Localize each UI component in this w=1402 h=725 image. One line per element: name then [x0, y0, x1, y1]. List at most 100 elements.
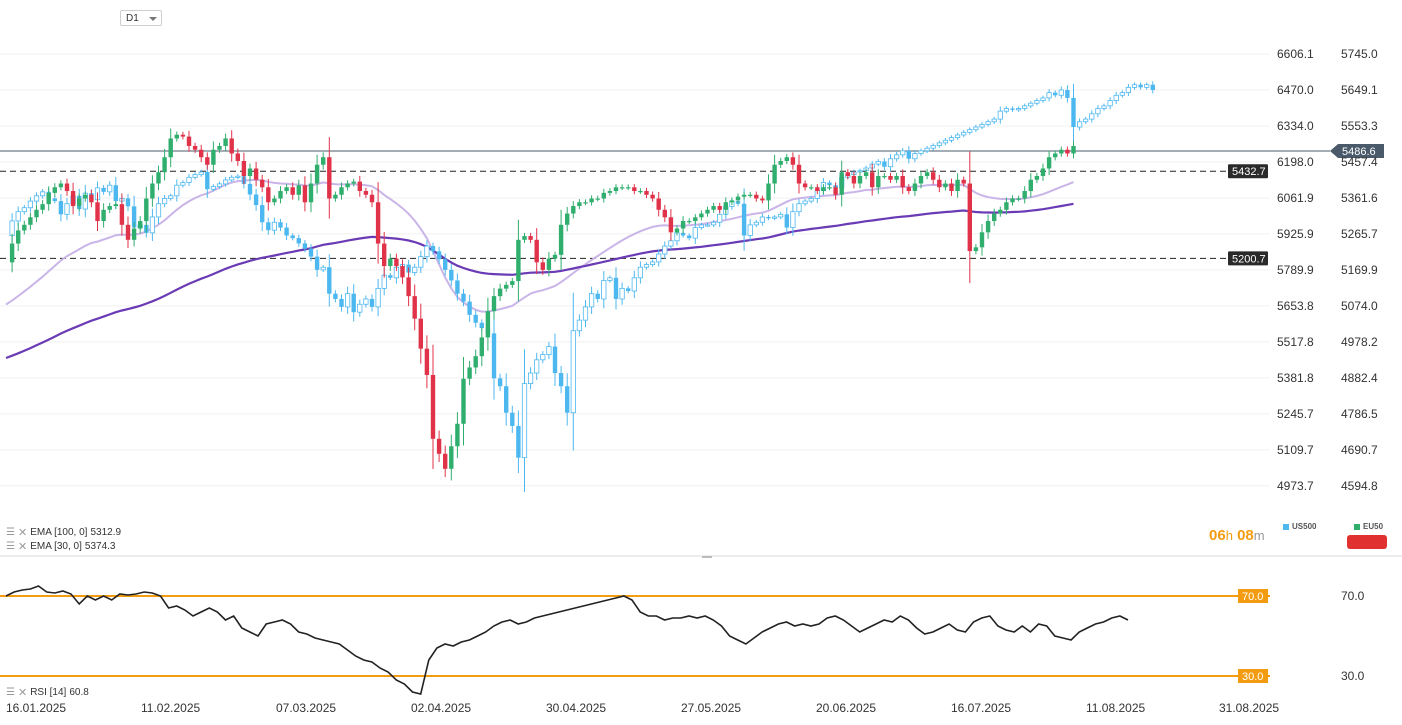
us500-candle-body	[991, 118, 997, 123]
rsi-line	[5, 585, 1129, 695]
eu50-candle	[644, 187, 649, 198]
us500-candle	[1022, 103, 1028, 111]
menu-icon[interactable]: ☰	[6, 541, 15, 552]
us500-candle-body	[1119, 92, 1125, 96]
x-axis-tick: 16.07.2025	[951, 701, 1011, 715]
rsi-upper-label-text: 70.0	[1242, 591, 1263, 603]
us500-candle	[607, 275, 613, 283]
us500-candle	[595, 290, 600, 303]
eu50-candle-body	[504, 284, 509, 289]
eu50-candle-body	[192, 145, 198, 150]
eu50-candle-body	[760, 198, 765, 201]
us500-candle	[997, 106, 1003, 124]
eu50-candle	[113, 201, 118, 209]
us500-candle-body	[1089, 113, 1095, 120]
eu50-candle	[784, 154, 789, 165]
eu50-candle-body	[729, 200, 735, 203]
close-icon[interactable]: ✕	[17, 527, 28, 539]
us500-candle-body	[589, 293, 595, 308]
eu50-candle-body	[449, 446, 454, 469]
us500-candle	[973, 124, 979, 132]
us500-candle	[582, 299, 589, 328]
eu50-candle	[839, 160, 844, 207]
eu50-candle	[796, 154, 802, 194]
eu50-candle	[534, 228, 539, 274]
eu50-candle-body	[650, 194, 655, 199]
eu50-candle-body	[857, 176, 863, 184]
eu50-candle	[253, 161, 259, 187]
eu50-candle-body	[924, 172, 930, 177]
us500-candle	[327, 254, 332, 307]
level-label-lower-bg	[1228, 251, 1268, 266]
eu50-candle-body	[357, 181, 362, 192]
pane-resize-handle[interactable]	[702, 556, 712, 558]
ema30-value: 5374.3	[84, 541, 116, 552]
us500-candle	[1016, 106, 1022, 112]
ema100-label: EMA [100, 0]	[30, 527, 88, 538]
sell-button[interactable]	[1347, 535, 1387, 549]
eu50-candle	[601, 188, 606, 203]
eu50-candle-body	[296, 185, 301, 195]
us500-axis-tick: 6470.0	[1277, 83, 1314, 97]
eu50-candle	[107, 202, 112, 213]
eu50-candle-body	[717, 206, 722, 210]
eu50-candle-body	[870, 172, 875, 188]
eu50-candle	[351, 178, 356, 187]
us500-candle	[339, 294, 344, 312]
us500-candle-body	[918, 150, 924, 154]
eu50-axis-tick: 5745.0	[1341, 47, 1378, 61]
eu50-candle-body	[973, 247, 979, 252]
eu50-candle-body	[534, 239, 539, 263]
timeframe-select[interactable]: D1	[120, 10, 162, 26]
us500-candle-body	[113, 185, 118, 202]
eu50-candle-body	[467, 367, 472, 379]
us500-candle-body	[802, 200, 808, 205]
eu50-candle-body	[162, 157, 167, 173]
menu-icon[interactable]: ☰	[6, 687, 15, 698]
level-label-upper-bg	[1228, 164, 1268, 179]
legend-eu50[interactable]: EU50	[1354, 522, 1383, 531]
us500-candle-body	[711, 221, 717, 226]
eu50-axis-tick: 4786.5	[1341, 407, 1378, 421]
eu50-candles	[9, 128, 1076, 481]
eu50-candle-body	[894, 176, 899, 180]
eu50-candle-body	[1028, 179, 1033, 192]
us500-candle-body	[1144, 84, 1150, 88]
us500-candle	[357, 299, 363, 317]
eu50-candle	[949, 178, 954, 196]
us500-candle	[747, 219, 753, 242]
eu50-candle	[900, 169, 905, 194]
us500-candle-body	[131, 206, 137, 228]
eu50-candle	[272, 195, 277, 206]
us500-candle	[64, 197, 70, 221]
legend-us500[interactable]: US500	[1283, 522, 1316, 531]
us500-candle-body	[619, 287, 625, 300]
menu-icon[interactable]: ☰	[6, 527, 15, 538]
us500-candle-body	[363, 298, 369, 305]
us500-candle-body	[278, 222, 283, 228]
eu50-candle-body	[156, 172, 161, 184]
close-icon[interactable]: ✕	[17, 541, 28, 553]
us500-candle-body	[741, 203, 747, 236]
us500-axis-tick: 6334.0	[1277, 119, 1314, 133]
eu50-candle	[1004, 197, 1009, 215]
eu50-candle-body	[1059, 149, 1064, 154]
eu50-candle	[876, 169, 881, 194]
us500-candle	[504, 373, 509, 426]
eu50-candle-body	[680, 221, 686, 229]
us500-candle-body	[64, 203, 70, 215]
eu50-candle-body	[961, 179, 966, 184]
eu50-candle	[131, 221, 137, 247]
us500-candle	[186, 173, 192, 187]
eu50-candle-body	[95, 202, 100, 222]
ema30-line	[5, 179, 1074, 313]
eu50-candle-body	[461, 378, 466, 424]
eu50-candle-body	[327, 157, 332, 199]
us500-candle	[58, 194, 64, 222]
us500-candle	[558, 366, 564, 394]
us500-candle-body	[704, 224, 711, 227]
eu50-candle	[937, 174, 942, 193]
close-icon[interactable]: ✕	[17, 687, 28, 699]
us500-candle	[626, 286, 631, 294]
